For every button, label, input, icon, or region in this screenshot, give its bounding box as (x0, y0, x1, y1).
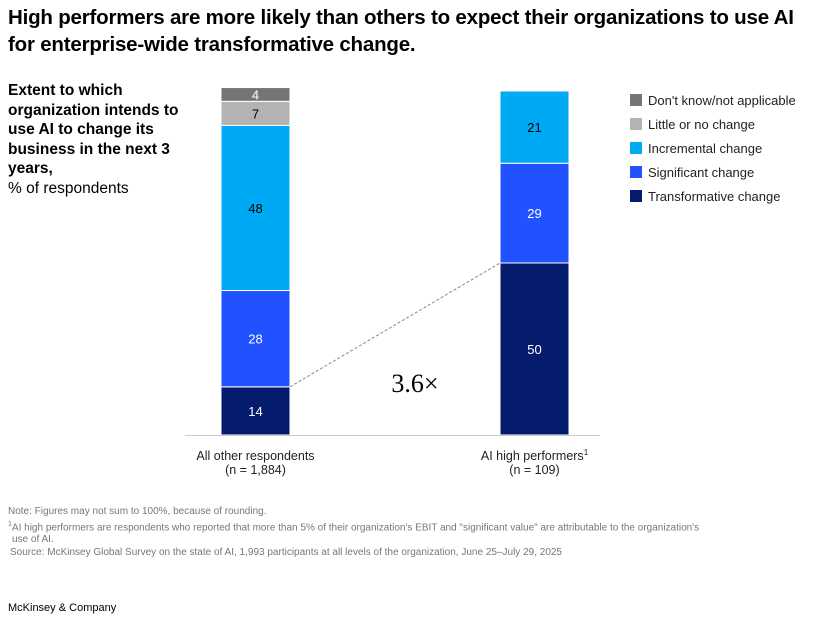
footnote: 1AI high performers are respondents who … (8, 520, 700, 533)
source: Source: McKinsey Global Survey on the st… (10, 546, 562, 558)
subtitle-unit: % of respondents (8, 179, 129, 197)
legend-item: Significant change (630, 160, 796, 184)
brand-logo: McKinsey & Company (8, 602, 117, 614)
data-label: 14 (248, 404, 262, 419)
footnote-cont: use of AI. (12, 534, 54, 546)
legend-item: Little or no change (630, 112, 796, 136)
legend-swatch (630, 94, 642, 106)
footer-notes: Note: Figures may not sum to 100%, becau… (8, 506, 808, 559)
data-label: 4 (252, 87, 259, 102)
category-n: (n = 109) (509, 463, 559, 477)
legend-swatch (630, 190, 642, 202)
comparison-dashed-line (289, 262, 501, 388)
multiplier-annotation: 3.6× (391, 369, 438, 398)
chart-title: High performers are more likely than oth… (8, 6, 794, 56)
chart-subtitle: Extent to which organization intends to … (8, 81, 188, 198)
category-label: All other respondents (196, 449, 314, 463)
data-label: 28 (248, 332, 262, 347)
legend-label: Incremental change (648, 140, 763, 156)
note: Note: Figures may not sum to 100%, becau… (8, 506, 267, 517)
legend-label: Significant change (648, 164, 755, 180)
legend-label: Transformative change (648, 188, 781, 204)
data-label: 29 (527, 206, 541, 221)
bar-segment (220, 87, 291, 102)
bar-segment (220, 100, 291, 126)
legend-item: Incremental change (630, 136, 796, 160)
bar-segment (499, 90, 570, 164)
data-label: 50 (527, 342, 541, 357)
bar-segment (499, 162, 570, 264)
data-label: 48 (248, 201, 262, 216)
data-label: 7 (252, 106, 259, 121)
legend-label: Little or no change (648, 116, 755, 132)
legend-item: Transformative change (630, 184, 796, 208)
legend-swatch (630, 142, 642, 154)
legend-swatch (630, 118, 642, 130)
legend-label: Don't know/not applicable (648, 92, 796, 108)
legend-item: Don't know/not applicable (630, 88, 796, 112)
category-n: (n = 1,884) (225, 463, 286, 477)
legend-swatch (630, 166, 642, 178)
category-label: AI high performers1 (481, 448, 589, 463)
bar-segment (220, 290, 291, 388)
bar-segment (220, 124, 291, 292)
data-label: 21 (527, 120, 541, 135)
subtitle-bold: Extent to which organization intends to … (8, 82, 179, 177)
legend: Don't know/not applicable Little or no ch… (630, 88, 796, 208)
